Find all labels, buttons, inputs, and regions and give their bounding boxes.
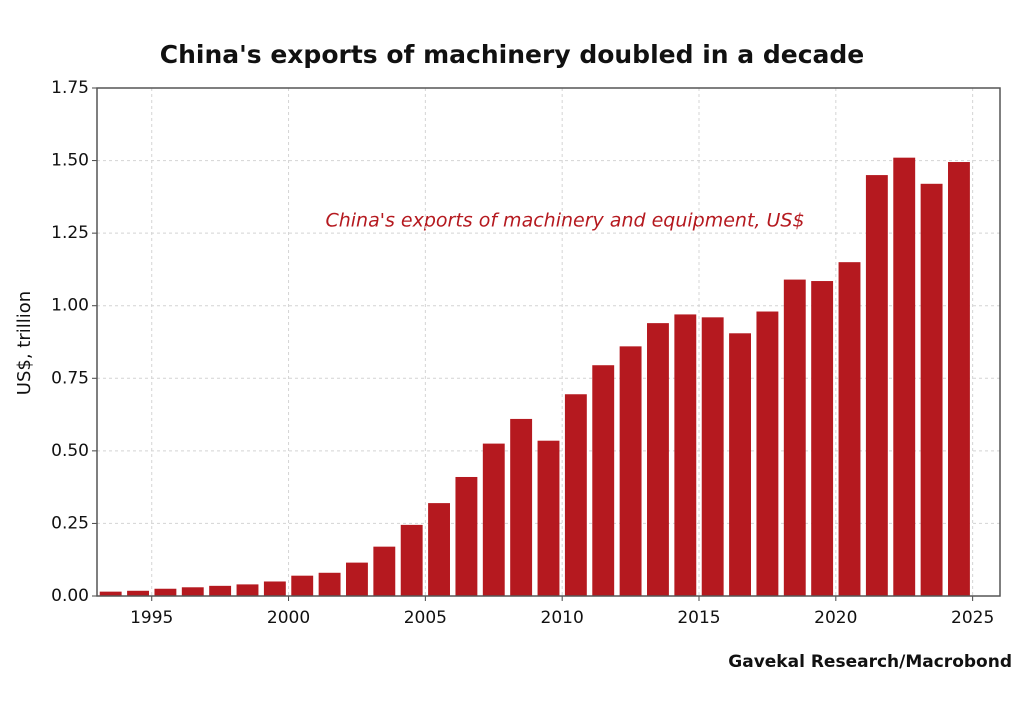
bar — [263, 581, 286, 596]
bar — [838, 262, 861, 596]
bar — [428, 503, 450, 596]
bar — [811, 281, 834, 596]
chart-title: China's exports of machinery doubled in … — [160, 40, 865, 69]
bar — [291, 575, 314, 596]
bar — [893, 157, 916, 596]
bar — [510, 418, 533, 596]
bar — [346, 562, 368, 596]
bar — [865, 175, 888, 597]
y-tick-label: 1.00 — [51, 296, 89, 316]
source: Gavekal Research/Macrobond — [728, 652, 1012, 672]
bar — [674, 314, 697, 596]
y-tick-label: 0.25 — [51, 513, 89, 533]
y-tick-label: 0.00 — [51, 586, 89, 606]
bar — [154, 588, 177, 596]
bar — [729, 333, 751, 596]
bar — [181, 587, 204, 596]
plot-frame — [96, 87, 1001, 597]
bar — [756, 311, 779, 596]
bar — [783, 279, 806, 596]
bar — [236, 584, 259, 596]
bar — [564, 394, 587, 596]
x-tick-label: 2015 — [677, 608, 720, 628]
bar — [127, 590, 149, 596]
annotation: China's exports of machinery and equipme… — [325, 210, 804, 232]
bar — [619, 346, 642, 596]
bar — [400, 524, 423, 596]
bar — [920, 183, 943, 596]
y-axis-label: US$, trillion — [14, 291, 35, 395]
y-tick-label: 1.25 — [51, 223, 89, 243]
bar — [592, 365, 615, 596]
x-tick-label: 2020 — [814, 608, 857, 628]
bar — [647, 323, 669, 596]
y-tick-label: 1.50 — [51, 151, 89, 171]
bar — [318, 572, 341, 596]
bar — [209, 585, 232, 596]
bar — [537, 440, 560, 596]
bar — [482, 443, 505, 596]
y-tick-label: 0.75 — [51, 368, 89, 388]
x-tick-label: 2005 — [404, 608, 447, 628]
x-tick-label: 2000 — [267, 608, 310, 628]
x-tick-label: 2010 — [541, 608, 584, 628]
y-tick-label: 1.75 — [51, 78, 89, 98]
x-tick-label: 1995 — [130, 608, 173, 628]
bar — [701, 317, 724, 596]
bar — [455, 476, 478, 596]
y-tick-label: 0.50 — [51, 441, 89, 461]
x-tick-label: 2025 — [951, 608, 994, 628]
bar — [948, 162, 970, 596]
bar — [373, 546, 396, 596]
bar — [99, 591, 122, 596]
